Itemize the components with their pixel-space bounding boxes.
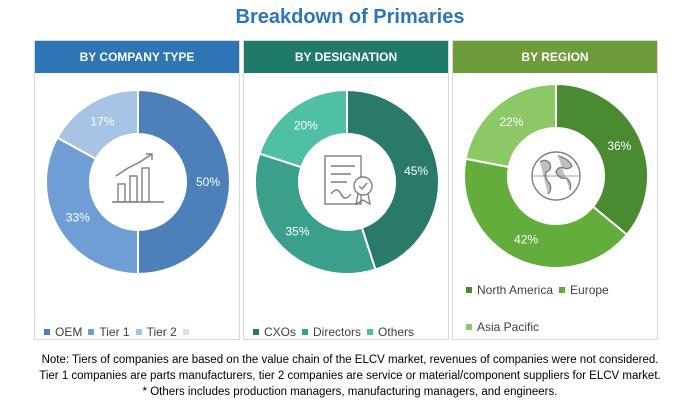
donut-designation: 45% 35% 20%	[254, 88, 440, 275]
legend-swatch	[135, 328, 142, 335]
legend-swatch	[182, 328, 189, 335]
note-line-2: Tier 1 companies are parts manufacturers…	[39, 370, 661, 382]
legend-region-row-2: Asia Pacific	[466, 320, 545, 334]
slice-label: 35%	[285, 224, 309, 238]
legend-swatch	[466, 323, 472, 330]
legend-label: OEM	[55, 325, 83, 339]
legend-swatch	[559, 286, 566, 293]
legend-label: Europe	[570, 283, 609, 297]
legend-item: Europe	[559, 283, 609, 297]
slice-tier-2	[56, 88, 139, 161]
slice-label: 42%	[514, 232, 538, 246]
legend-swatch	[88, 328, 95, 335]
slice-oem	[137, 88, 231, 276]
legend-item: Asia Pacific	[466, 320, 539, 334]
slice-label: 20%	[294, 118, 318, 132]
slice-label: 45%	[404, 164, 428, 178]
note-line-3: * Others includes production managers, m…	[142, 386, 558, 398]
legend-swatch	[466, 286, 472, 293]
legend-region-row-1: North America Europe	[466, 283, 615, 297]
donut-company-type: 50% 33% 17%	[45, 88, 231, 276]
certificate-icon	[324, 155, 373, 206]
globe-icon	[531, 151, 581, 201]
slice-others	[258, 88, 348, 169]
slice-directors	[254, 152, 377, 275]
slice-asia-pacific	[464, 82, 557, 169]
panel-header-designation: BY DESIGNATION	[244, 41, 448, 73]
slice-label: 22%	[499, 115, 523, 129]
legend-item: Others	[367, 325, 414, 339]
slice-label: 36%	[607, 139, 631, 153]
slice-cxos	[346, 88, 440, 271]
notes: Note: Tiers of companies are based on th…	[0, 352, 700, 400]
legend-item: OEM	[44, 325, 82, 339]
donut-region: 36% 42% 22%	[463, 82, 649, 269]
panel-company-type: BY COMPANY TYPE 50% 33% 17%	[34, 40, 240, 340]
legend-company-type: OEM Tier 1 Tier 2	[44, 325, 200, 339]
chart-title: Breakdown of Primaries	[235, 6, 465, 28]
slice-tier-1	[45, 136, 139, 276]
legend-item: Directors	[302, 325, 361, 339]
slice-label: 17%	[90, 115, 114, 129]
legend-label: Directors	[313, 325, 362, 339]
legend-item	[182, 325, 194, 339]
legend-item: CXOs	[253, 325, 296, 339]
legend-label: Others	[378, 325, 415, 339]
slice-europe	[463, 157, 629, 269]
legend-swatch	[302, 328, 309, 335]
legend-item: Tier 1	[88, 325, 130, 339]
legend-swatch	[253, 328, 259, 335]
legend-item: Tier 2	[135, 325, 177, 339]
slice-label: 33%	[66, 211, 90, 225]
panel-region: BY REGION 36% 42% 22%	[452, 40, 658, 340]
legend-swatch	[367, 328, 374, 335]
legend-label: Asia Pacific	[477, 320, 540, 334]
legend-label: Tier 2	[146, 325, 177, 339]
legend-label: North America	[477, 283, 554, 297]
panel-header-region: BY REGION	[453, 41, 657, 73]
donut-hole	[91, 135, 185, 229]
legend-label: Tier 1	[99, 325, 130, 339]
legend-designation: CXOs Directors Others	[253, 325, 420, 339]
panel-header-company-type: BY COMPANY TYPE	[35, 41, 239, 73]
legend-swatch	[44, 328, 50, 335]
legend-item: North America	[466, 283, 553, 297]
panel-designation: BY DESIGNATION 45% 35% 20%	[243, 40, 449, 340]
bar-chart-icon	[112, 153, 164, 203]
legend-label: CXOs	[264, 325, 297, 339]
slice-label: 50%	[196, 175, 220, 189]
note-line-1: Note: Tiers of companies are based on th…	[41, 354, 659, 366]
slice-north-america	[555, 82, 649, 237]
